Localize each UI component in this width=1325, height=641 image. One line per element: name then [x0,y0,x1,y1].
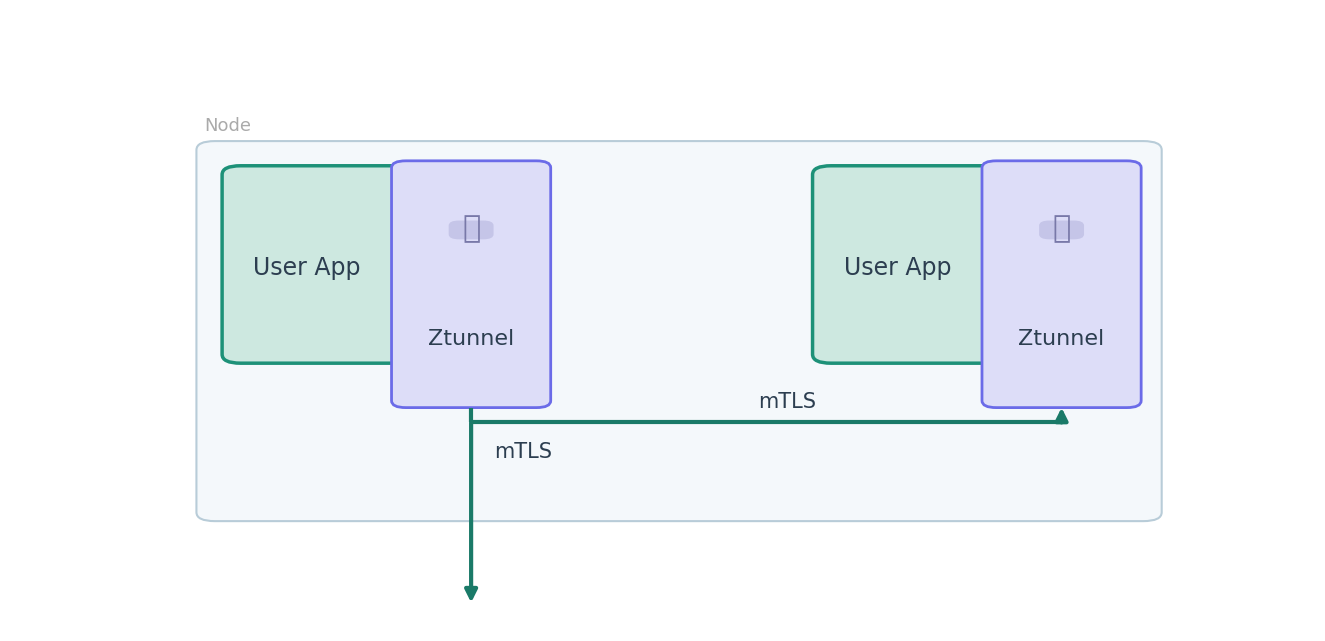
Text: Ztunnel: Ztunnel [428,328,514,349]
Text: Node: Node [204,117,252,135]
FancyBboxPatch shape [1039,221,1084,239]
FancyBboxPatch shape [196,141,1162,521]
Text: Ztunnel: Ztunnel [1019,328,1105,349]
FancyBboxPatch shape [392,161,551,408]
FancyBboxPatch shape [223,166,546,363]
Text: User App: User App [253,256,360,280]
FancyBboxPatch shape [982,161,1141,408]
Text: mTLS: mTLS [758,392,816,412]
FancyBboxPatch shape [449,221,493,239]
Text: mTLS: mTLS [494,442,551,462]
FancyBboxPatch shape [812,166,1136,363]
Text: ⓩ: ⓩ [1052,214,1071,243]
Text: ⓩ: ⓩ [462,214,480,243]
Text: User App: User App [844,256,951,280]
